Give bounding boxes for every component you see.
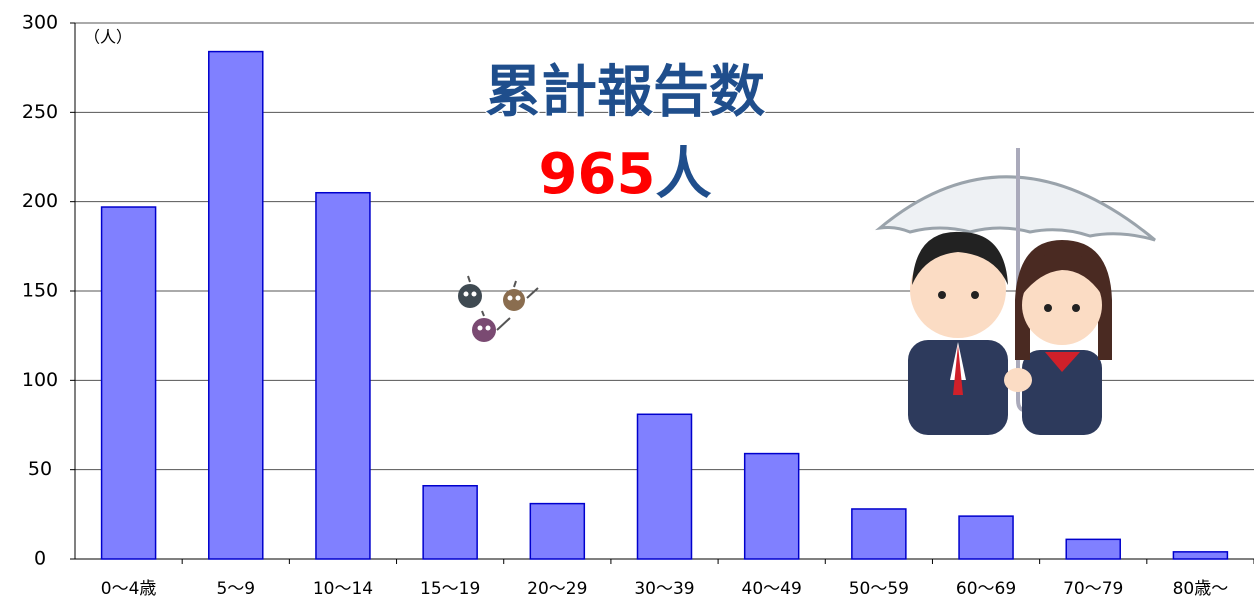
x-tick-label: 60～69 <box>956 579 1016 599</box>
y-tick-label: 300 <box>22 12 58 34</box>
x-tick-label: 30～39 <box>634 579 694 599</box>
y-tick-label: 50 <box>28 458 52 480</box>
bar <box>851 508 907 560</box>
x-tick-label: 20～29 <box>527 579 587 599</box>
x-tick-label: 0～4歳 <box>101 579 157 599</box>
y-tick-label: 100 <box>22 369 58 391</box>
x-tick-label: 80歳～ <box>1173 579 1229 599</box>
x-tick-label: 50～59 <box>849 579 909 599</box>
bar <box>1065 538 1121 560</box>
bar <box>529 502 586 560</box>
x-tick-label: 70～79 <box>1063 579 1123 599</box>
y-tick-label: 0 <box>34 548 46 570</box>
bar <box>208 50 264 560</box>
bar <box>422 484 478 560</box>
total-annotation: 965人 <box>539 142 712 207</box>
germ-illustration <box>458 275 539 342</box>
bar <box>958 515 1014 560</box>
y-tick-label: 150 <box>22 280 58 302</box>
total-value: 965 <box>539 142 656 207</box>
x-tick-label: 10～14 <box>313 579 373 599</box>
x-tick-label: 5～9 <box>216 579 255 599</box>
chart-title: 累計報告数 <box>485 60 765 125</box>
y-tick-label: 250 <box>22 101 58 123</box>
bar <box>636 413 693 560</box>
students-illustration <box>875 148 1156 435</box>
bar <box>743 452 800 560</box>
x-tick-label: 40～49 <box>742 579 802 599</box>
y-unit: （人） <box>84 28 132 47</box>
bar <box>315 191 371 560</box>
bar <box>1172 551 1229 560</box>
y-tick-label: 200 <box>22 190 58 212</box>
total-unit: 人 <box>655 142 711 207</box>
bar <box>100 206 157 560</box>
x-tick-label: 15～19 <box>420 579 480 599</box>
